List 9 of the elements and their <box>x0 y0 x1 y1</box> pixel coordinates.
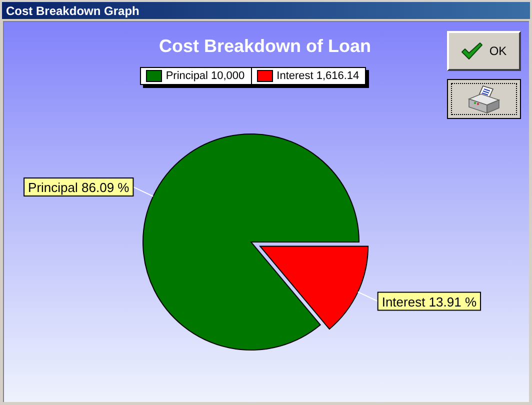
text: 1,616.14 <box>316 70 360 82</box>
category-label: Principal 86.09 % <box>28 180 130 195</box>
chart-title: Cost Breakdown of Loan <box>158 36 371 56</box>
legend-label: Principal <box>166 70 208 82</box>
legend-label: Interest <box>276 70 314 82</box>
category-label: Interest 13.91 % <box>382 294 477 310</box>
ok-button: OK <box>447 31 521 71</box>
text: 10,000 <box>211 70 245 82</box>
text: Cost Breakdown Graph <box>6 4 140 18</box>
